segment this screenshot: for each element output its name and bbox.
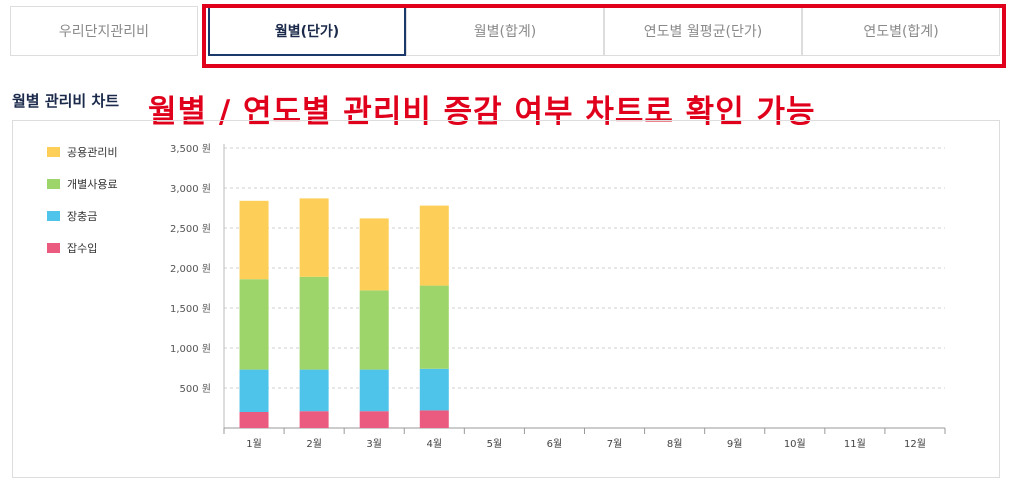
bar-segment (239, 369, 269, 412)
bar-segment (359, 411, 389, 428)
bar-segment (419, 285, 449, 369)
bar-segment (359, 369, 389, 412)
tab-yearly-total[interactable]: 연도별(합계) (802, 6, 1000, 56)
x-tick-label: 1월 (246, 438, 262, 450)
legend-label: 장충금 (67, 210, 98, 223)
bar-segment (419, 410, 449, 428)
bar-segment (299, 411, 329, 428)
bar-segment (239, 279, 269, 370)
bar-segment (299, 198, 329, 277)
x-tick-label: 3월 (366, 438, 382, 450)
y-tick-label: 500 원 (180, 383, 211, 395)
annotation-text: 월별 / 연도별 관리비 증감 여부 차트로 확인 가능 (148, 94, 816, 130)
x-tick-label: 6월 (547, 438, 563, 450)
x-tick-label: 4월 (427, 438, 443, 450)
legend-item-individual[interactable]: 개별사용료 (47, 175, 118, 193)
y-tick-label: 3,500 원 (170, 143, 211, 155)
bar-segment (359, 218, 389, 291)
bar-segment (419, 205, 449, 286)
legend-label: 잡수입 (67, 242, 98, 255)
legend-item-misc[interactable]: 잡수입 (47, 239, 118, 257)
bar-segment (299, 276, 329, 370)
bar-segment (359, 290, 389, 370)
y-tick-label: 2,000 원 (170, 263, 211, 275)
tab-monthly-unit-price[interactable]: 월별(단가) (208, 6, 406, 56)
legend-item-reserve[interactable]: 장충금 (47, 207, 118, 225)
tab-our-complex-fees[interactable]: 우리단지관리비 (10, 6, 198, 56)
x-tick-label: 11월 (844, 438, 866, 450)
legend-swatch (47, 211, 60, 221)
legend-swatch (47, 243, 60, 253)
tab-bar: 우리단지관리비 월별(단가) 월별(합계) 연도별 월평균(단가) 연도별(합계… (10, 6, 1006, 58)
bar-segment (239, 412, 269, 428)
chart-container: 공용관리비 개별사용료 장충금 잡수입 500 원 1,000 원 1,500 원 2… (12, 120, 1000, 478)
x-tick-label: 9월 (727, 438, 743, 450)
legend-item-common[interactable]: 공용관리비 (47, 143, 118, 161)
bar-segment (419, 368, 449, 411)
y-tick-label: 3,000 원 (170, 183, 211, 195)
x-tick-label: 7월 (607, 438, 623, 450)
bar-segment (299, 369, 329, 412)
x-tick-label: 10월 (784, 438, 806, 450)
x-tick-label: 12월 (904, 438, 926, 450)
x-tick-label: 2월 (306, 438, 322, 450)
legend-swatch (47, 147, 60, 157)
y-tick-label: 2,500 원 (170, 223, 211, 235)
y-tick-label: 1,500 원 (170, 303, 211, 315)
chart-legend: 공용관리비 개별사용료 장충금 잡수입 (47, 143, 118, 271)
legend-swatch (47, 179, 60, 189)
x-tick-label: 5월 (487, 438, 503, 450)
legend-label: 개별사용료 (67, 178, 118, 191)
y-tick-label: 1,000 원 (170, 343, 211, 355)
section-title: 월별 관리비 차트 (12, 92, 120, 110)
x-tick-label: 8월 (667, 438, 683, 450)
tab-monthly-total[interactable]: 월별(합계) (406, 6, 604, 56)
stacked-bar-chart: 500 원 1,000 원 1,500 원 2,000 원 2,500 원 3,000 원… (170, 143, 946, 450)
bar-segment (239, 200, 269, 280)
tab-yearly-monthly-average[interactable]: 연도별 월평균(단가) (604, 6, 802, 56)
legend-label: 공용관리비 (67, 146, 118, 159)
